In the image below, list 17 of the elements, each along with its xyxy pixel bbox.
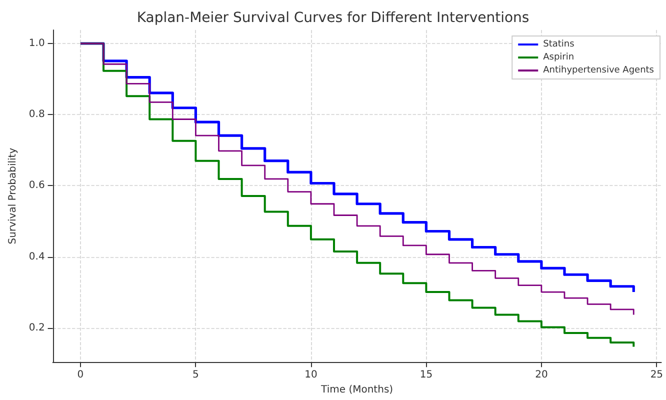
- x-tick-label: 0: [77, 370, 84, 381]
- y-tick-label: 0.2: [28, 322, 45, 334]
- y-tick-label: 0.4: [28, 251, 45, 262]
- x-tick-label: 15: [420, 370, 433, 381]
- y-axis-title: Survival Probability: [8, 148, 18, 244]
- legend-label: Aspirin: [543, 52, 574, 62]
- x-tick-label: 10: [304, 370, 318, 381]
- x-tick-label: 25: [650, 370, 664, 381]
- chart-title: Kaplan-Meier Survival Curves for Different Interventions: [136, 10, 530, 26]
- y-tick-label: 0.8: [28, 109, 45, 120]
- legend-label: Antihypertensive Agents: [543, 66, 654, 76]
- y-tick-label: 0.6: [28, 180, 45, 192]
- y-tick-label: 1.0: [28, 38, 45, 50]
- x-tick-label: 5: [192, 370, 199, 381]
- x-axis-title: Time (Months): [320, 384, 394, 396]
- legend-label: Statins: [543, 40, 575, 50]
- x-tick-label: 20: [535, 370, 548, 381]
